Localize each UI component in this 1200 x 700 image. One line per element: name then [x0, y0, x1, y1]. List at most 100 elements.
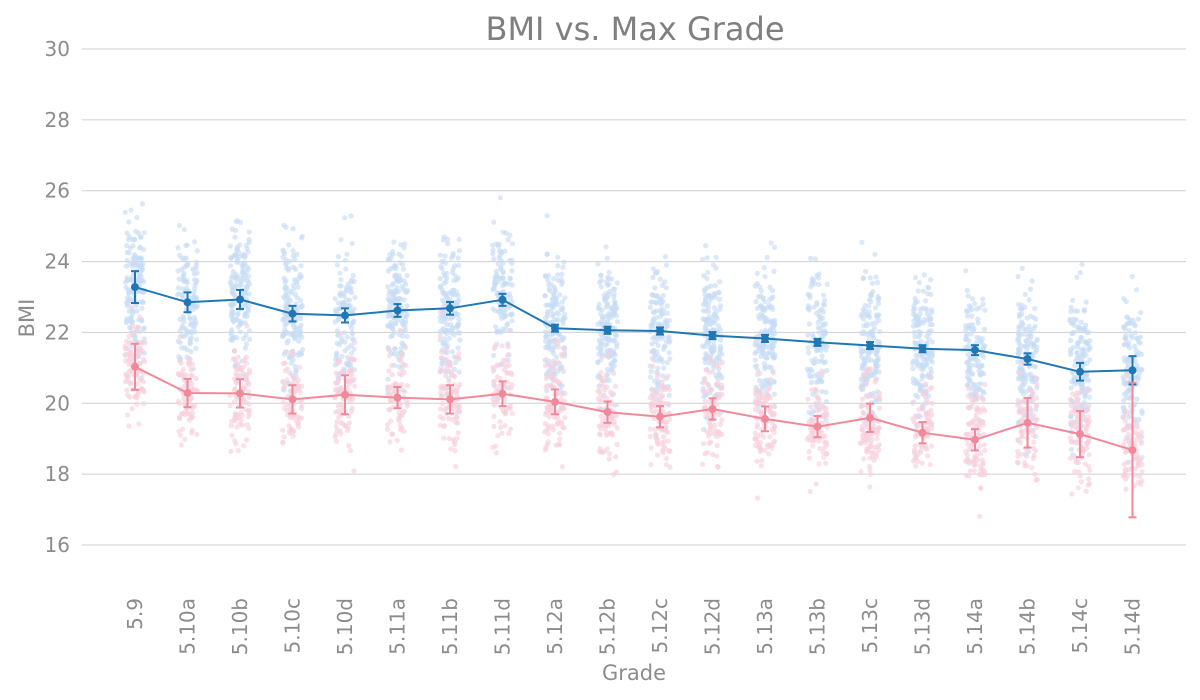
scatter-point — [916, 412, 922, 418]
scatter-point — [612, 302, 618, 308]
scatter-point — [752, 357, 758, 363]
scatter-point — [1020, 430, 1026, 436]
scatter-point — [351, 376, 357, 382]
scatter-point — [820, 449, 826, 455]
scatter-point — [123, 320, 130, 326]
scatter-point — [451, 366, 457, 372]
scatter-point — [859, 382, 865, 388]
scatter-point — [817, 446, 823, 452]
scatter-point — [227, 279, 234, 285]
scatter-point — [451, 277, 457, 283]
scatter-point — [280, 254, 286, 260]
scatter-point — [192, 282, 198, 288]
scatter-point — [1083, 299, 1089, 305]
scatter-point — [713, 265, 719, 271]
scatter-point — [717, 306, 723, 312]
scatter-point — [445, 236, 451, 242]
scatter-point — [396, 418, 402, 424]
scatter-point — [977, 485, 984, 491]
scatter-point — [807, 373, 813, 379]
scatter-point — [709, 359, 716, 365]
scatter-point — [178, 442, 184, 448]
scatter-point — [550, 296, 556, 302]
scatter-point — [971, 355, 978, 361]
scatter-point — [919, 460, 925, 466]
scatter-point — [189, 430, 195, 436]
scatter-point — [611, 291, 617, 297]
scatter-point — [1017, 306, 1023, 312]
scatter-point — [1135, 335, 1141, 341]
data-point — [498, 295, 507, 304]
scatter-point — [966, 473, 972, 479]
scatter-point — [1132, 323, 1138, 329]
data-point — [1076, 430, 1084, 439]
scatter-point — [650, 266, 657, 272]
data-point — [1076, 367, 1084, 376]
scatter-point — [389, 431, 396, 437]
scatter-point — [404, 401, 410, 407]
scatter-point — [771, 403, 777, 409]
scatter-point — [649, 355, 655, 361]
scatter-point — [704, 255, 710, 261]
scatter-point — [503, 357, 509, 363]
scatter-point — [558, 396, 564, 402]
scatter-point — [713, 254, 719, 260]
scatter-point — [450, 292, 456, 298]
scatter-point — [453, 310, 459, 316]
scatter-point — [455, 255, 461, 261]
data-point — [183, 298, 192, 307]
scatter-point — [664, 360, 670, 366]
scatter-point — [237, 283, 243, 289]
scatter-point — [232, 234, 238, 240]
scatter-point — [764, 318, 770, 324]
scatter-point — [1135, 461, 1141, 467]
scatter-point — [562, 295, 568, 301]
scatter-point — [703, 297, 709, 303]
scatter-point — [1020, 391, 1026, 397]
scatter-point — [864, 424, 870, 430]
scatter-point — [872, 305, 879, 311]
scatter-point — [715, 323, 721, 329]
scatter-point — [184, 328, 190, 334]
scatter-point — [805, 332, 811, 338]
scatter-point — [454, 391, 460, 397]
scatter-point — [666, 392, 672, 398]
scatter-point — [124, 249, 130, 255]
scatter-point — [333, 423, 339, 429]
scatter-point — [875, 427, 881, 433]
scatter-point — [663, 420, 669, 426]
scatter-point — [557, 338, 563, 344]
scatter-point — [647, 304, 654, 310]
scatter-point — [876, 395, 883, 402]
scatter-point — [1024, 315, 1030, 321]
scatter-point — [1123, 486, 1129, 492]
scatter-point — [1133, 347, 1139, 353]
scatter-point — [544, 427, 550, 433]
scatter-point — [656, 392, 662, 398]
scatter-point — [652, 293, 658, 299]
scatter-point — [438, 264, 444, 270]
data-point — [761, 414, 769, 423]
scatter-point — [1015, 460, 1021, 466]
scatter-point — [556, 380, 562, 387]
scatter-point — [648, 445, 654, 451]
scatter-point — [604, 432, 610, 438]
scatter-point — [400, 409, 406, 415]
scatter-point — [924, 340, 930, 346]
scatter-point — [816, 370, 822, 376]
scatter-point — [175, 245, 181, 251]
scatter-point — [1134, 456, 1140, 462]
scatter-point — [141, 279, 147, 285]
scatter-point — [504, 370, 510, 376]
scatter-point — [876, 405, 883, 411]
scatter-point — [235, 396, 241, 402]
scatter-point — [977, 409, 983, 415]
scatter-point — [492, 344, 498, 350]
scatter-point — [874, 347, 880, 353]
scatter-point — [820, 309, 827, 315]
scatter-point — [702, 291, 708, 297]
scatter-point — [500, 362, 507, 368]
scatter-point — [242, 385, 248, 392]
scatter-point — [771, 324, 777, 330]
scatter-point — [657, 296, 663, 302]
